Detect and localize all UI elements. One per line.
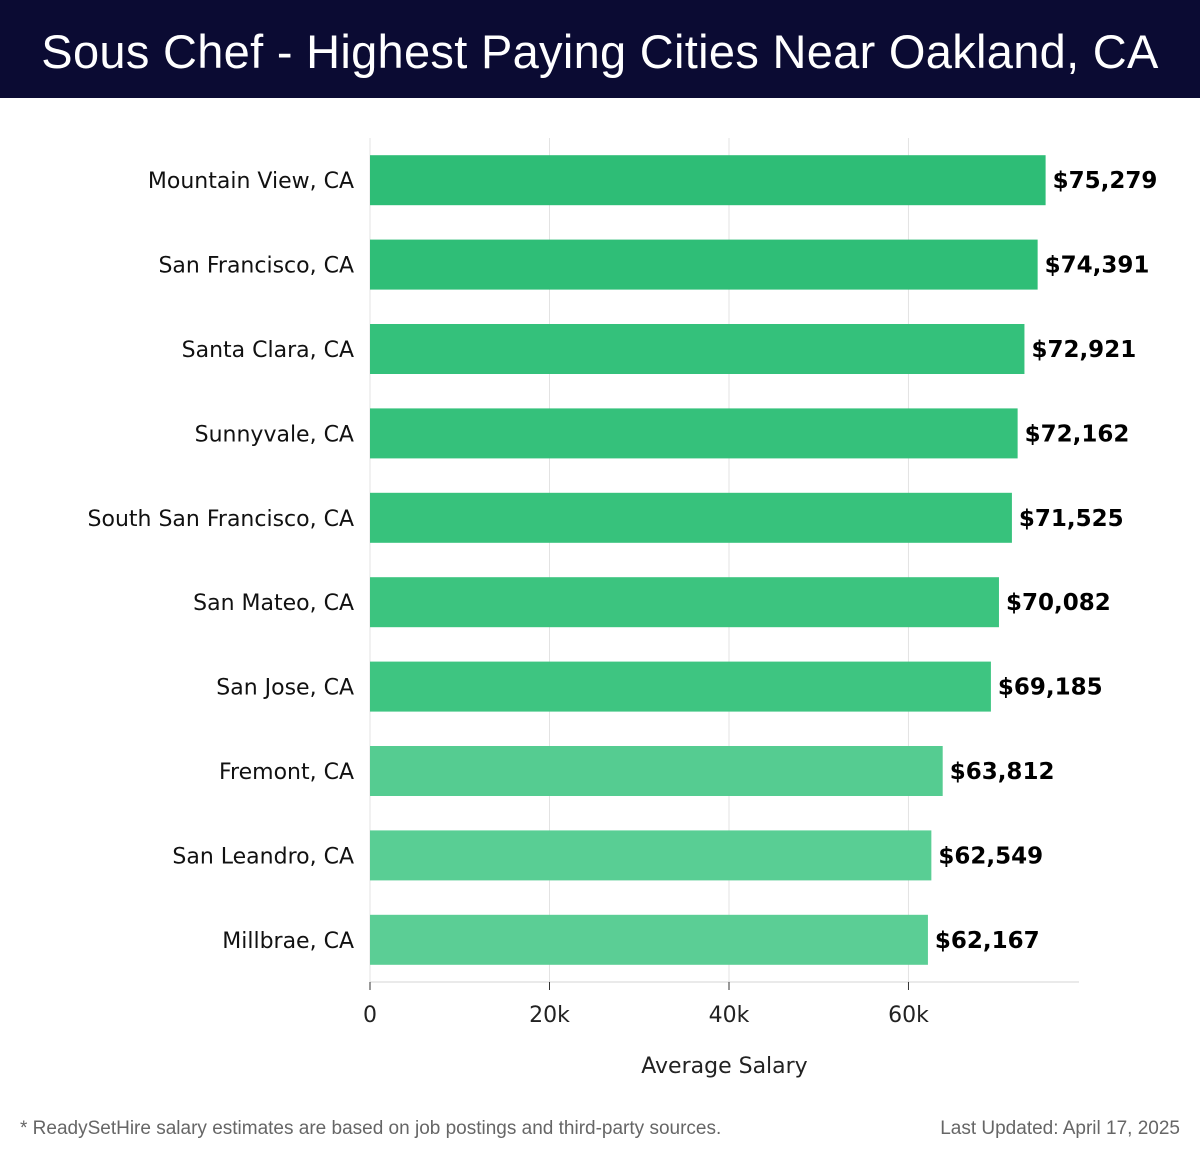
source-footnote: * ReadySetHire salary estimates are base… [20,1118,722,1139]
category-label-8: San Leandro, CA [172,844,354,869]
category-label-6: San Jose, CA [216,676,354,701]
bar-2 [370,324,1025,374]
bar-4 [370,492,1012,543]
x-tick-label-1: 20k [529,1003,570,1028]
category-label-2: Santa Clara, CA [182,338,354,363]
bar-9 [370,914,928,965]
bar-3 [370,408,1018,459]
x-tick-label-3: 60k [888,1003,929,1028]
bar-0 [370,155,1046,206]
chart-title: Sous Chef - Highest Paying Cities Near O… [41,25,1159,78]
bar-chart: 0 20k 40k 60k Average Salary Mountain View, C… [88,138,1158,1079]
bar-5 [370,577,999,628]
category-label-0: Mountain View, CA [148,169,354,194]
category-label-9: Millbrae, CA [222,929,354,954]
value-label-8: $62,549 [938,843,1043,869]
value-label-1: $74,391 [1045,253,1150,279]
bar-7 [370,746,943,796]
x-tick-label-0: 0 [363,1003,377,1028]
value-label-2: $72,921 [1031,337,1136,363]
value-label-9: $62,167 [935,928,1040,954]
value-label-5: $70,082 [1006,590,1111,616]
bar-1 [370,239,1038,290]
x-axis-title: Average Salary [641,1054,807,1079]
value-label-0: $75,279 [1053,168,1158,194]
value-label-3: $72,162 [1025,421,1130,447]
x-tick-label-2: 40k [709,1003,750,1028]
chart-header: Sous Chef - Highest Paying Cities Near O… [0,0,1200,98]
category-label-5: San Mateo, CA [193,591,354,616]
bar-8 [370,830,932,881]
category-label-1: San Francisco, CA [158,254,354,279]
value-label-7: $63,812 [950,759,1055,785]
value-label-4: $71,525 [1019,506,1124,532]
category-label-7: Fremont, CA [219,760,354,785]
bar-6 [370,661,991,712]
value-label-6: $69,185 [998,675,1103,701]
last-updated-text: Last Updated: April 17, 2025 [940,1118,1180,1139]
category-label-3: Sunnyvale, CA [195,422,354,447]
category-label-4: South San Francisco, CA [88,507,354,532]
